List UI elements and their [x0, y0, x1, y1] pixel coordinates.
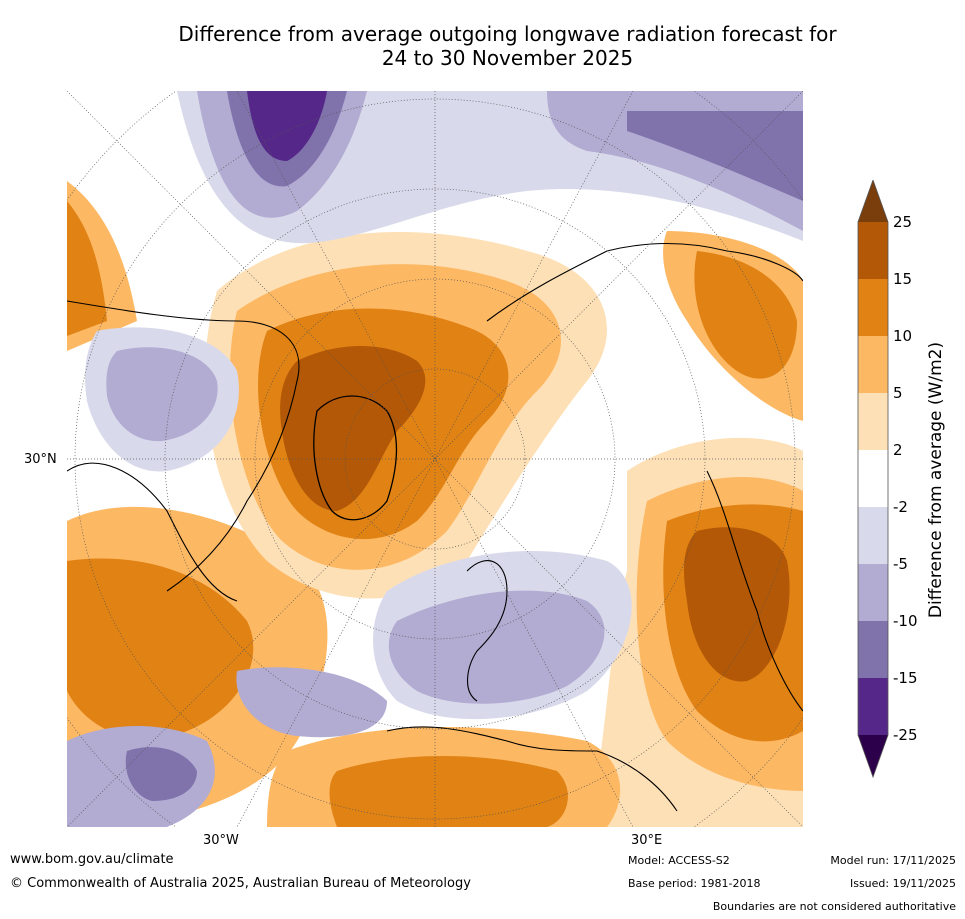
anomaly-asia-very-strong: [684, 527, 790, 682]
colorbar-segment: [858, 279, 888, 336]
colorbar: [855, 178, 891, 786]
coastline-russia-north: [486, 242, 803, 322]
colorbar-outline: [857, 178, 889, 779]
colorbar-extend-bottom: [858, 735, 888, 777]
colorbar-title: Difference from average (W/m2): [926, 341, 946, 619]
colorbar-tick-label: 25: [893, 213, 913, 231]
model-text: Model: ACCESS-S2: [628, 854, 730, 867]
title-line-1: Difference from average outgoing longwav…: [178, 22, 837, 46]
coastline-scandinavia: [466, 560, 508, 702]
map-panel[interactable]: [67, 91, 803, 827]
colorbar-tick-label: 10: [893, 327, 913, 345]
anomaly-russia-strong: [694, 251, 797, 379]
disclaimer-text: Boundaries are not considered authoritat…: [712, 900, 956, 913]
lon-label-30w: 30°W: [203, 833, 239, 848]
colorbar-extend-top: [858, 180, 888, 222]
colorbar-segment: [858, 678, 888, 735]
colorbar-segment: [858, 450, 888, 507]
copyright-text: © Commonwealth of Australia 2025, Austra…: [10, 876, 471, 891]
colorbar-tick-label: 15: [893, 270, 913, 288]
issued-text: Issued: 19/11/2025: [849, 877, 956, 890]
colorbar-tick-label: 5: [893, 384, 903, 402]
colorbar-segment: [858, 336, 888, 393]
colorbar-scale: [857, 178, 889, 779]
coastline-europe: [386, 726, 678, 812]
colorbar-tick-label: -10: [893, 612, 918, 630]
anomaly-southwest-strong-negative: [125, 747, 197, 801]
coastline-alaska: [67, 462, 238, 602]
anomaly-midwest-negative: [236, 667, 387, 738]
coastline-canada: [67, 300, 300, 592]
anomaly-pacific-strong: [67, 558, 254, 739]
anomaly-africa-strong: [329, 756, 568, 827]
colorbar-tick-label: -25: [893, 726, 918, 744]
anomaly-top-very-strong-negative: [247, 91, 327, 161]
lat-label-30n: 30°N: [24, 452, 57, 467]
colorbar-segment: [858, 621, 888, 678]
coastline-greenland: [313, 395, 398, 521]
graticule: [67, 91, 803, 827]
colorbar-tick-label: 2: [893, 441, 903, 459]
colorbar-segment: [858, 564, 888, 621]
base-period-text: Base period: 1981-2018: [628, 877, 761, 890]
coastline-asia-east: [706, 470, 803, 712]
anomaly-map: [67, 91, 803, 827]
anomaly-top-right-strong-negative: [627, 111, 803, 201]
anomaly-europe-negative: [388, 590, 605, 704]
colorbar-segment: [858, 507, 888, 564]
website-link[interactable]: www.bom.gov.au/climate: [10, 852, 174, 867]
colorbar-segment: [858, 222, 888, 279]
colorbar-tick-label: -15: [893, 669, 918, 687]
model-run-text: Model run: 17/11/2025: [830, 854, 956, 867]
title-line-2: 24 to 30 November 2025: [381, 46, 634, 70]
colorbar-tick-label: -2: [893, 498, 908, 516]
chart-title: Difference from average outgoing longwav…: [130, 22, 885, 70]
anomaly-atlantic-negative: [106, 347, 218, 442]
lon-label-30e: 30°E: [631, 833, 663, 848]
colorbar-segment: [858, 393, 888, 450]
colorbar-tick-label: -5: [893, 555, 908, 573]
